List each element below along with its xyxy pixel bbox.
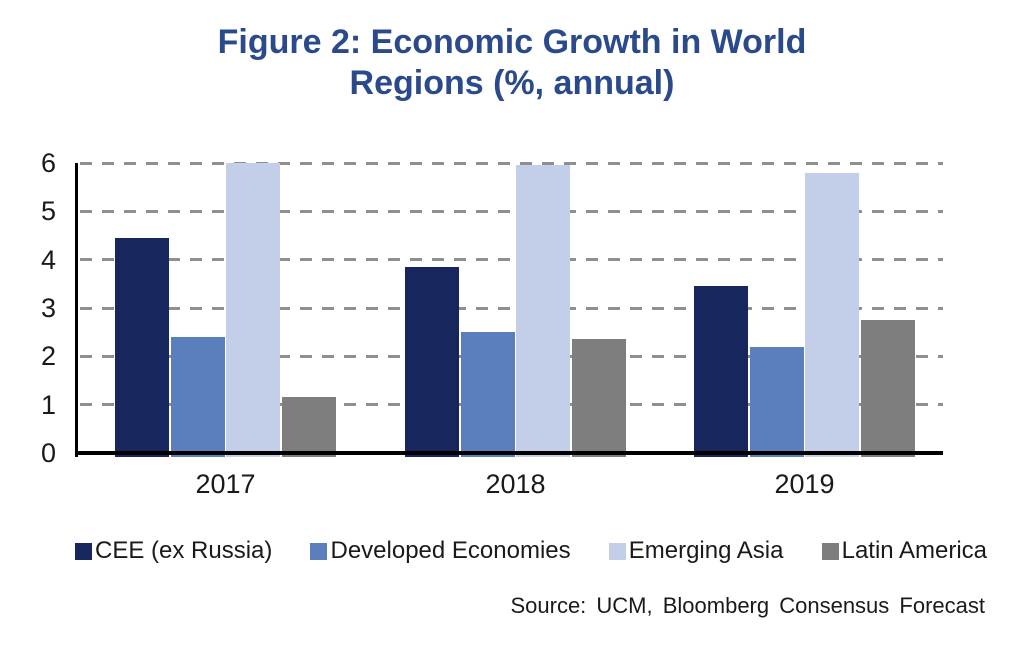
legend-label: Emerging Asia [628, 537, 784, 564]
gridline [80, 306, 943, 310]
legend: CEE (ex Russia) Developed Economies Emergi… [75, 537, 987, 565]
y-axis-tick-label: 6 [40, 148, 56, 178]
legend-item-cee-ex-russia-: CEE (ex Russia) [75, 537, 272, 565]
legend-item-emerging-asia: Emerging Asia [608, 537, 784, 565]
y-axis-tick-label: 1 [40, 389, 56, 420]
source-note: Source: UCM, Bloomberg Consensus Forecas… [510, 593, 985, 618]
legend-swatch-icon [75, 542, 92, 560]
bar-latin-america-2017 [281, 397, 336, 457]
y-axis: 0 1 2 3 4 5 6 [0, 0, 56, 663]
bar-emerging-asia-2019 [805, 172, 860, 457]
y-axis-tick-label: 4 [40, 244, 56, 275]
bar-developed-economies-2017 [170, 337, 225, 457]
bar-cee-ex-russia--2018 [405, 266, 459, 457]
bar-group-2017 [115, 163, 336, 457]
bar-cee-ex-russia--2019 [694, 286, 748, 457]
legend-swatch-icon [608, 542, 626, 560]
legend-label: Latin America [841, 537, 987, 564]
bar-developed-economies-2019 [749, 346, 804, 457]
chart-title: Figure 2: Economic Growth in World Regio… [217, 23, 807, 103]
legend-swatch-icon [821, 542, 839, 560]
legend-item-developed-economies: Developed Economies [310, 537, 571, 565]
bar-group-2019 [694, 172, 915, 457]
y-axis-tick-label: 2 [40, 341, 56, 372]
plot-area: 2017 2018 2019 [75, 161, 943, 499]
x-axis-label-2017: 2017 [195, 469, 256, 499]
bar-latin-america-2019 [860, 320, 915, 457]
bar-cee-ex-russia--2017 [115, 237, 169, 457]
bar-emerging-asia-2017 [226, 163, 281, 457]
bar-developed-economies-2018 [460, 332, 515, 457]
gridline [80, 209, 943, 213]
legend-swatch-icon [310, 542, 328, 560]
bar-emerging-asia-2018 [516, 165, 571, 457]
y-axis-tick-label: 3 [40, 293, 56, 323]
legend-item-latin-america: Latin America [821, 537, 987, 565]
legend-label: CEE (ex Russia) [95, 537, 273, 564]
y-axis-tick-label: 0 [40, 438, 56, 468]
x-axis-label-2018: 2018 [485, 469, 546, 499]
bar-latin-america-2018 [571, 339, 626, 457]
x-axis-label-2019: 2019 [774, 469, 835, 499]
gridline [80, 258, 943, 262]
gridline [80, 161, 943, 165]
x-axis-line [75, 451, 943, 455]
legend-label: Developed Economies [330, 537, 571, 564]
y-axis-tick-label: 5 [40, 196, 56, 227]
bar-group-2018 [405, 165, 626, 457]
